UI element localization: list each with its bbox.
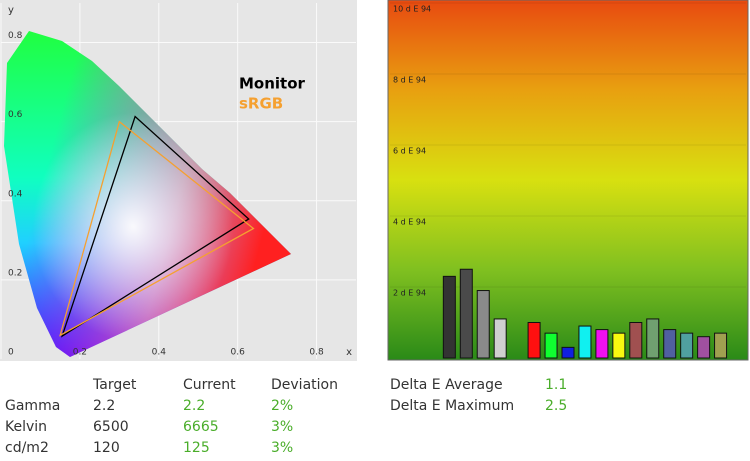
table-cell: Kelvin: [5, 419, 48, 435]
bar: [680, 332, 694, 359]
bar: [578, 325, 592, 359]
bar: [697, 336, 711, 359]
bar: [714, 332, 728, 359]
y-tick-label: 4 d E 94: [393, 218, 426, 227]
table-cell: Target: [93, 377, 137, 393]
table-cell: 2.5: [545, 398, 568, 414]
y-axis-label: y: [8, 5, 14, 16]
bar: [612, 332, 626, 359]
bar: [663, 329, 677, 359]
y-tick-label: 10 d E 94: [393, 5, 431, 14]
y-tick-label: 0.4: [8, 189, 23, 199]
table-cell: Current: [183, 377, 236, 393]
table-cell: 3%: [271, 419, 294, 435]
x-tick-label: 0.2: [73, 348, 87, 358]
x-tick-label: 0.4: [152, 348, 167, 358]
bar: [595, 329, 609, 359]
x-tick-label: 0.6: [231, 348, 246, 358]
bar: [544, 332, 558, 359]
y-tick-label: 0.8: [8, 31, 23, 41]
table-cell: Delta E Maximum: [390, 398, 515, 414]
table-cell: cd/m2: [5, 440, 49, 456]
legend-label: Monitor: [239, 75, 306, 93]
table-cell: 2.2: [93, 398, 116, 414]
table-cell: Gamma: [5, 398, 61, 414]
table-cell: Deviation: [271, 377, 338, 393]
table-cell: 1.1: [545, 377, 568, 393]
table-cell: 120: [93, 440, 120, 456]
table-cell: 125: [183, 440, 210, 456]
table-cell: Delta E Average: [390, 377, 503, 393]
table-cell: 2.2: [183, 398, 206, 414]
y-tick-label: 2 d E 94: [393, 289, 426, 298]
bar: [476, 290, 490, 359]
delta-e-panel: [387, 0, 749, 361]
table-cell: 6665: [183, 419, 219, 435]
bar: [527, 322, 541, 359]
legend-label: sRGB: [239, 95, 283, 113]
bar: [646, 318, 660, 359]
spectral-locus-white: [4, 31, 291, 357]
table-cell: 6500: [93, 419, 129, 435]
x-tick-label: 0: [8, 348, 14, 358]
gamut-triangle: [60, 115, 250, 338]
table-cell: 2%: [271, 398, 294, 414]
table-cell: 3%: [271, 440, 294, 456]
y-tick-label: 8 d E 94: [393, 76, 426, 85]
bar: [459, 268, 473, 359]
bar: [561, 346, 575, 359]
bar: [629, 322, 643, 359]
x-axis-label: x: [346, 347, 352, 358]
y-tick-label: 0.2: [8, 268, 22, 278]
charts: 0 0.2 0.4 0.6 0.8 0.2 0.4 0.6 0.8 x y Monitor sRGB 2 …: [0, 0, 749, 361]
bar: [493, 318, 507, 359]
y-tick-label: 0.6: [8, 110, 23, 120]
bar: [442, 275, 456, 359]
y-tick-label: 6 d E 94: [393, 147, 426, 156]
x-tick-label: 0.8: [309, 348, 324, 358]
gamut-triangle: [59, 120, 255, 337]
